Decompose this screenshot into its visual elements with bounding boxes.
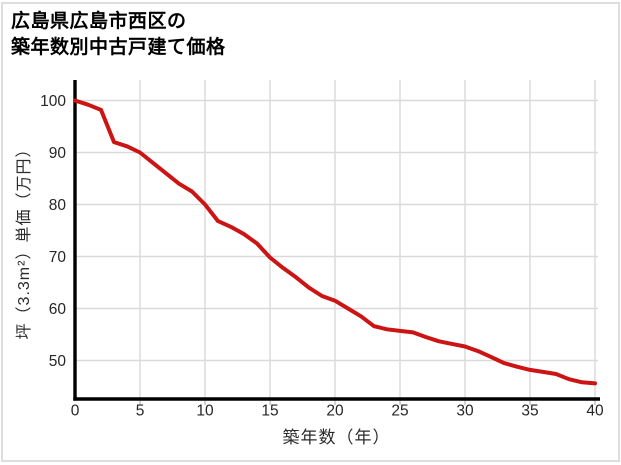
x-tick-label: 35	[521, 403, 538, 420]
y-axis-tick-labels: 50 60 70 80 90 100	[40, 93, 66, 370]
y-tick-label: 60	[49, 301, 67, 318]
y-tick-label: 90	[49, 145, 67, 162]
x-tick-label: 20	[326, 403, 344, 420]
x-axis-tick-labels: 0 5 10 15 20 25 30 35 40	[71, 403, 604, 420]
y-tick-label: 100	[40, 93, 66, 110]
x-tick-label: 15	[261, 403, 278, 420]
y-tick-label: 70	[49, 249, 67, 266]
chart-title: 広島県広島市西区の 築年数別中古戸建て価格	[11, 9, 226, 61]
chart-title-line2: 築年数別中古戸建て価格	[11, 37, 226, 58]
chart-title-line1: 広島県広島市西区の	[11, 11, 187, 32]
y-axis-title: 坪（3.3m²）単価（万円）	[16, 140, 33, 340]
x-tick-label: 5	[136, 403, 145, 420]
x-tick-label: 0	[71, 403, 80, 420]
x-axis-title: 築年数（年）	[282, 428, 391, 447]
x-tick-label: 25	[391, 403, 408, 420]
x-tick-label: 40	[586, 403, 604, 420]
x-tick-label: 10	[196, 403, 214, 420]
x-tick-label: 30	[456, 403, 474, 420]
y-tick-label: 50	[49, 353, 67, 370]
y-tick-label: 80	[49, 197, 67, 214]
axis-spines	[73, 80, 600, 401]
gridlines	[75, 80, 598, 399]
price-line-series	[73, 98, 597, 386]
